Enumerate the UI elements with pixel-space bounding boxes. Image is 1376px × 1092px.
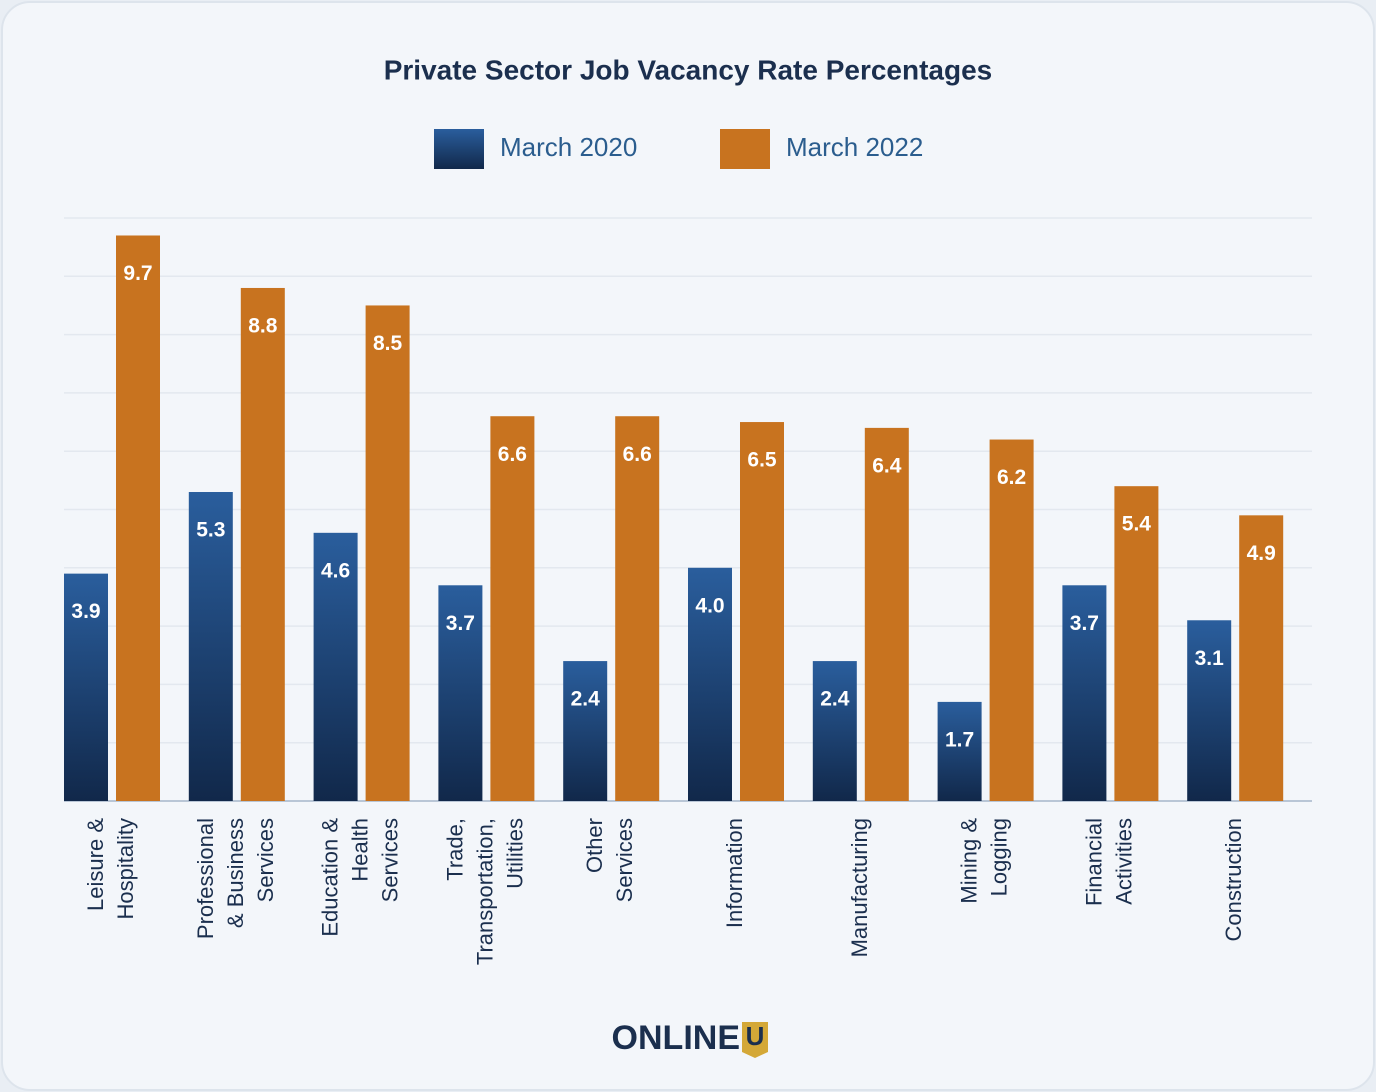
value-label: 8.5 [373,332,403,355]
value-label: 6.5 [747,449,777,472]
x-tick-label-line: Professional [193,818,218,939]
bar [365,305,410,801]
x-tick-label: Manufacturing [847,818,872,957]
x-tick-label-line: Services [377,818,402,902]
bar [188,492,233,801]
value-label: 3.7 [446,612,475,635]
chart-title: Private Sector Job Vacancy Rate Percenta… [384,54,993,85]
bar [490,416,535,801]
legend-label: March 2020 [500,132,637,162]
bar [1114,486,1159,801]
value-label: 6.6 [623,443,652,466]
bar [313,532,358,801]
bar [1187,620,1232,801]
value-label: 5.3 [196,519,225,542]
x-tick-label: Other Services [582,818,637,902]
value-label: 2.4 [820,688,850,711]
x-tick-label-line: Manufacturing [847,818,872,957]
x-tick-label: Construction [1221,818,1246,942]
value-label: 2.4 [571,688,601,711]
bar [740,422,784,801]
logo: ONLINE U [612,1019,768,1058]
value-label: 9.7 [123,262,152,285]
x-tick-label: Professional & Business Services [193,818,278,939]
value-label: 4.0 [695,594,724,617]
x-tick-label-line: Construction [1221,818,1246,942]
x-tick-label-line: Health [347,818,372,882]
x-tick-label: Mining & Logging [956,818,1011,904]
value-label: 6.6 [498,443,527,466]
value-label: 3.9 [71,600,100,623]
x-tick-label-line: Logging [986,818,1011,896]
value-label: 6.2 [997,466,1026,489]
x-tick-label-line: & Business [223,818,248,928]
x-tick-label-line: Services [253,818,278,902]
legend-swatch [434,129,484,169]
bar [864,427,909,801]
x-tick-label-line: Education & [317,818,342,937]
logo-badge: U [746,1021,765,1051]
bar [937,701,982,801]
bar [64,573,108,801]
value-label: 4.6 [321,559,350,582]
x-tick-label-line: Mining & [956,818,981,904]
value-label: 4.9 [1247,542,1276,565]
x-tick-label-line: Financial [1081,818,1106,906]
logo-text: ONLINE [612,1019,740,1057]
x-tick-label-line: Services [612,818,637,902]
x-tick-label-line: Utilities [502,818,527,889]
bar [989,439,1034,801]
x-tick-label: Financial Activities [1081,818,1136,906]
bar [1062,585,1107,801]
bar [116,235,160,802]
bar [688,567,732,801]
x-tick-label-line: Activities [1111,818,1136,905]
value-label: 3.7 [1070,612,1099,635]
bar [812,661,857,801]
x-tick-label: Leisure & Hospitality [83,818,138,920]
value-label: 5.4 [1122,513,1152,536]
x-tick-label: Information [722,818,747,928]
value-label: 6.4 [872,454,902,477]
x-tick-label-line: Leisure & [83,818,108,911]
value-label: 1.7 [945,728,974,751]
x-tick-label: Education & Health Services [317,818,402,937]
bar [615,416,660,801]
legend-swatch [720,129,770,169]
x-tick-label: Trade, Transportation, Utilities [442,818,527,965]
legend-label: March 2022 [786,132,923,162]
x-tick-label-line: Hospitality [113,818,138,919]
bar [240,287,285,802]
x-tick-label-line: Other [582,818,607,873]
x-tick-label-line: Transportation, [472,818,497,965]
bar [563,661,608,801]
logo-badge-shape [742,1022,768,1058]
bar [438,585,483,801]
x-tick-label-line: Trade, [442,818,467,881]
value-label: 3.1 [1195,647,1225,670]
bar [1239,515,1284,801]
value-label: 8.8 [248,315,278,338]
x-tick-label-line: Information [722,818,747,928]
